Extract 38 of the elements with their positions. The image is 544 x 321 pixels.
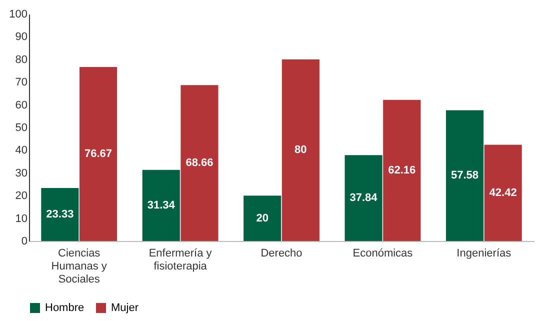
data-label: 68.66 bbox=[186, 157, 214, 170]
data-label: 76.67 bbox=[84, 148, 112, 160]
y-tick-label: 100 bbox=[9, 8, 28, 20]
bar bbox=[446, 110, 484, 241]
y-tick-label: 0 bbox=[21, 236, 28, 248]
bar bbox=[484, 144, 522, 241]
data-label: 20 bbox=[256, 212, 268, 224]
data-label: 62.16 bbox=[388, 164, 416, 176]
bar bbox=[344, 155, 382, 241]
bar bbox=[383, 100, 421, 241]
data-label: 57.58 bbox=[450, 170, 479, 182]
data-label: 37.84 bbox=[350, 192, 378, 204]
bar bbox=[41, 188, 79, 241]
x-tick-label: Económicas bbox=[352, 248, 414, 260]
bar bbox=[244, 196, 282, 241]
x-tick-label: Ingenierías bbox=[456, 248, 512, 260]
y-tick-label: 40 bbox=[15, 144, 28, 157]
y-tick-label: 90 bbox=[15, 31, 28, 44]
data-label: 80 bbox=[294, 144, 307, 156]
data-label: 23.33 bbox=[46, 208, 74, 221]
bar bbox=[180, 85, 218, 241]
bar bbox=[282, 59, 320, 241]
y-tick-label: 10 bbox=[15, 212, 28, 225]
x-tick-label: Enfermería y fisioterapia bbox=[148, 248, 212, 272]
x-tick-label: Ciencias Humanas y Sociales bbox=[51, 248, 108, 286]
y-tick-label: 70 bbox=[15, 76, 28, 89]
data-label: 31.34 bbox=[147, 199, 176, 212]
bar bbox=[79, 66, 118, 241]
y-tick-label: 20 bbox=[15, 190, 28, 202]
y-tick-label: 30 bbox=[15, 167, 28, 180]
y-tick-label: 50 bbox=[15, 122, 28, 134]
y-tick-label: 60 bbox=[15, 99, 28, 112]
bar bbox=[142, 170, 180, 241]
legend-label: Hombre bbox=[45, 302, 84, 314]
data-label: 42.42 bbox=[489, 186, 517, 199]
x-tick-label: Derecho bbox=[260, 248, 302, 260]
y-tick-label: 80 bbox=[15, 54, 28, 66]
legend-label: Mujer bbox=[111, 302, 139, 314]
